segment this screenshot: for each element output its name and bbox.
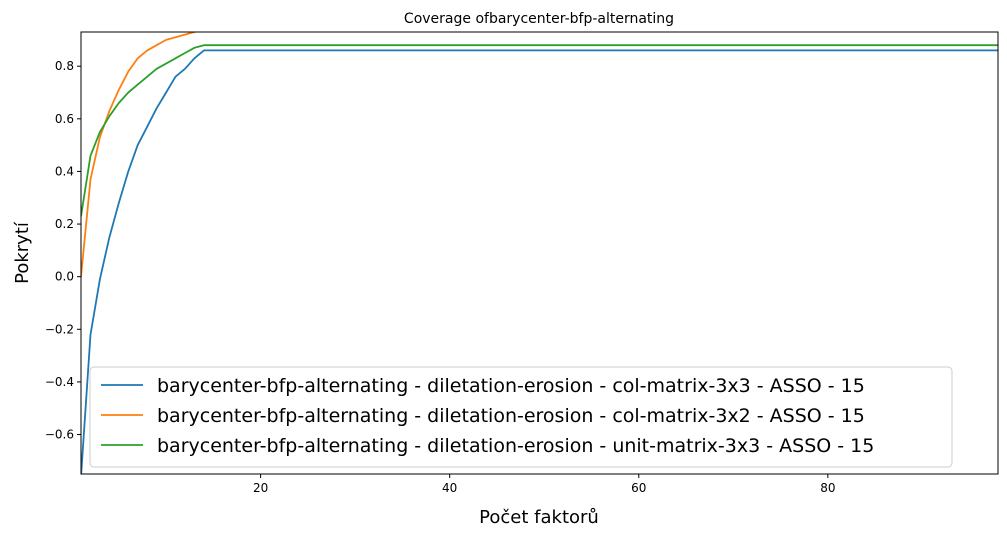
series-layer bbox=[81, 32, 998, 474]
series-line-1 bbox=[81, 49, 998, 474]
chart-title: Coverage ofbarycenter-bfp-alternating bbox=[404, 11, 674, 27]
x-axis-label: Počet faktorů bbox=[479, 507, 599, 528]
y-axis: −0.6 −0.4 −0.2 0.0 0.2 0.4 0.6 0.8 bbox=[45, 59, 81, 442]
x-tick-label: 60 bbox=[631, 481, 646, 495]
series-line-2 bbox=[81, 32, 198, 277]
legend-label-1: barycenter-bfp-alternating - diletation-… bbox=[157, 375, 865, 397]
legend-label-2: barycenter-bfp-alternating - diletation-… bbox=[157, 405, 865, 427]
series-line-3 bbox=[81, 44, 998, 217]
y-tick-label: 0.6 bbox=[55, 112, 74, 126]
plot-frame bbox=[80, 31, 999, 475]
legend-label-3: barycenter-bfp-alternating - diletation-… bbox=[157, 435, 874, 457]
y-tick-label: 0.2 bbox=[55, 217, 74, 231]
y-tick-label: 0.0 bbox=[55, 270, 74, 284]
y-tick-label: −0.6 bbox=[45, 428, 74, 442]
legend-box bbox=[89, 366, 953, 468]
x-axis: 20 40 60 80 bbox=[253, 474, 835, 495]
y-axis-label: Pokrytí bbox=[12, 221, 33, 284]
x-tick-label: 40 bbox=[442, 481, 457, 495]
y-tick-label: −0.4 bbox=[45, 375, 74, 389]
x-tick-label: 80 bbox=[820, 481, 835, 495]
y-tick-label: 0.4 bbox=[55, 164, 74, 178]
y-tick-label: 0.8 bbox=[55, 59, 74, 73]
x-tick-label: 20 bbox=[253, 481, 268, 495]
legend: barycenter-bfp-alternating - diletation-… bbox=[89, 366, 953, 468]
y-tick-label: −0.2 bbox=[45, 322, 74, 336]
